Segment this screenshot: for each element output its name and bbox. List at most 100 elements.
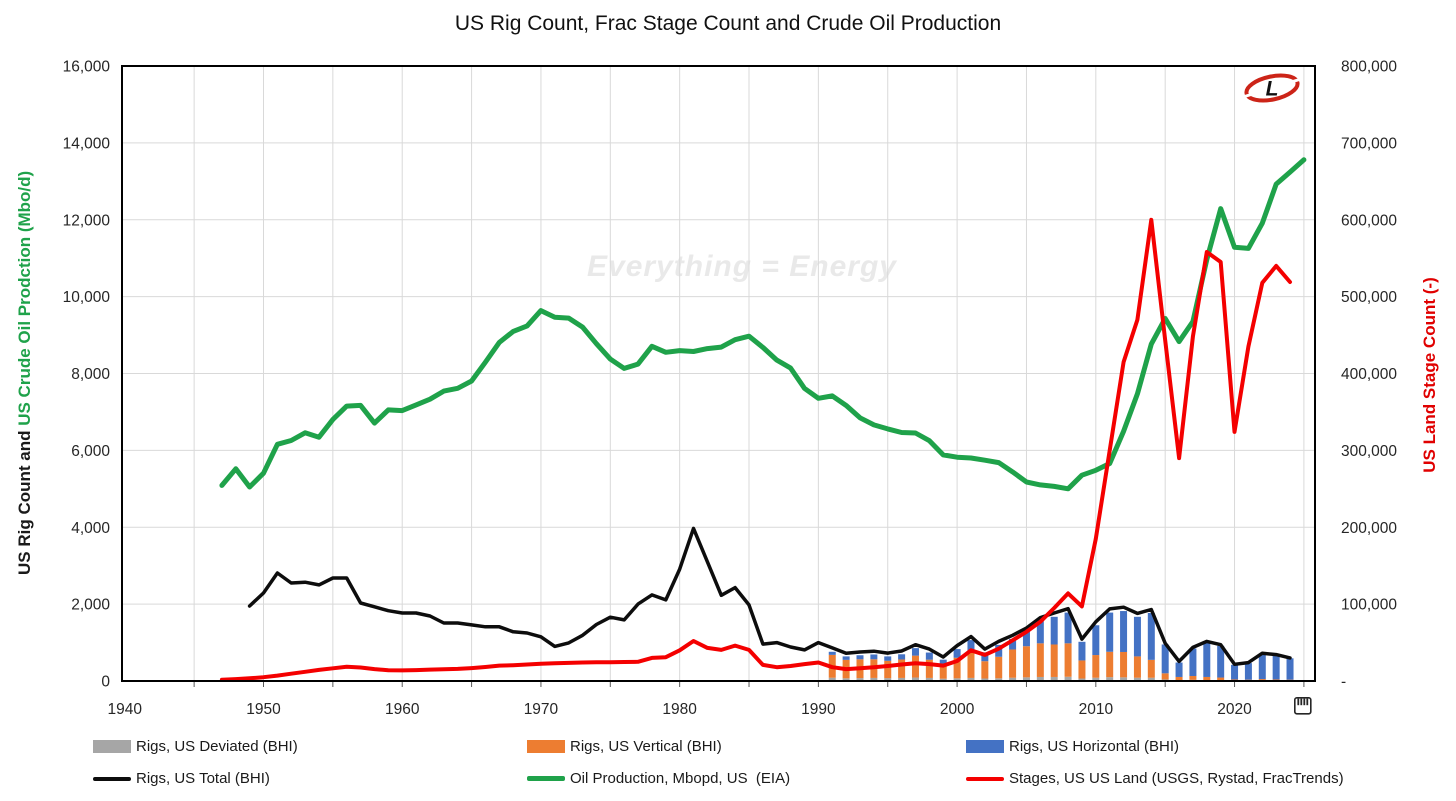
bar-segment-rigs-us-vertical-bhi- xyxy=(1258,679,1266,681)
legend-item-rigs-horizontal: Rigs, US Horizontal (BHI) xyxy=(966,738,1179,755)
brand-logo: L xyxy=(1242,73,1302,103)
legend-item-oil-production: Oil Production, Mbopd, US (EIA) xyxy=(527,770,790,787)
bar-segment-rigs-us-horizontal-bhi- xyxy=(1147,612,1155,660)
bar-segment-rigs-us-horizontal-bhi- xyxy=(1175,662,1183,677)
bar-segment-rigs-us-horizontal-bhi- xyxy=(1078,641,1086,661)
x-axis-tick-label: 1960 xyxy=(385,701,420,718)
bar-segment-rigs-us-deviated-bhi- xyxy=(1147,677,1155,681)
bar-segment-rigs-us-horizontal-bhi- xyxy=(1036,621,1044,644)
bar-segment-rigs-us-horizontal-bhi- xyxy=(870,654,878,660)
bar-segment-rigs-us-vertical-bhi- xyxy=(925,659,933,678)
bar-segment-rigs-us-vertical-bhi- xyxy=(1120,651,1128,678)
legend-item-stages: Stages, US US Land (USGS, Rystad, FracTr… xyxy=(966,770,1344,787)
bar-segment-rigs-us-deviated-bhi- xyxy=(884,678,892,681)
bar-segment-rigs-us-horizontal-bhi- xyxy=(1244,663,1252,680)
legend-item-rigs-deviated: Rigs, US Deviated (BHI) xyxy=(93,738,298,755)
bar-segment-rigs-us-vertical-bhi- xyxy=(1036,643,1044,677)
bar-segment-rigs-us-horizontal-bhi- xyxy=(953,649,961,658)
bar-segment-rigs-us-vertical-bhi- xyxy=(898,659,906,678)
bar-segment-rigs-us-vertical-bhi- xyxy=(995,656,1003,679)
logo-letter: L xyxy=(1266,78,1279,101)
bar-segment-rigs-us-horizontal-bhi- xyxy=(1050,616,1058,645)
bar-segment-rigs-us-vertical-bhi- xyxy=(884,660,892,679)
right-axis-tick-label: - xyxy=(1341,674,1346,691)
series-line-rigs-us-total-bhi- xyxy=(247,526,1292,667)
bar-segment-rigs-us-vertical-bhi- xyxy=(1106,651,1114,678)
left-axis-tick-label: 2,000 xyxy=(71,597,110,614)
bar-segment-rigs-us-horizontal-bhi- xyxy=(1064,612,1072,644)
plot-border xyxy=(121,65,1316,682)
bar-segment-rigs-us-horizontal-bhi- xyxy=(1272,655,1280,680)
right-axis-tick-label: 600,000 xyxy=(1341,212,1397,229)
x-axis-tick-label: 2010 xyxy=(1079,701,1114,718)
legend-item-rigs-total: Rigs, US Total (BHI) xyxy=(93,770,270,787)
total-line-swatch-icon xyxy=(93,776,131,781)
bar-segment-rigs-us-vertical-bhi- xyxy=(1161,673,1169,680)
bar-segment-rigs-us-deviated-bhi- xyxy=(1022,677,1030,681)
bar-segment-rigs-us-vertical-bhi- xyxy=(1009,649,1017,678)
left-axis-tick-label: 0 xyxy=(101,674,110,691)
bar-segment-rigs-us-horizontal-bhi- xyxy=(967,640,975,652)
bar-segment-rigs-us-vertical-bhi- xyxy=(953,657,961,679)
bar-segment-rigs-us-vertical-bhi- xyxy=(911,655,919,678)
bar-segment-rigs-us-vertical-bhi- xyxy=(1078,660,1086,679)
chart-title: US Rig Count, Frac Stage Count and Crude… xyxy=(454,12,1002,35)
bar-segment-rigs-us-horizontal-bhi- xyxy=(1161,644,1169,674)
right-axis-tick-label: 400,000 xyxy=(1341,366,1397,383)
bar-segment-rigs-us-deviated-bhi- xyxy=(898,677,906,681)
bar-segment-rigs-us-vertical-bhi- xyxy=(1092,655,1100,678)
bar-segment-rigs-us-horizontal-bhi- xyxy=(1106,612,1114,652)
right-axis-tick-label: 100,000 xyxy=(1341,597,1397,614)
bar-segment-rigs-us-deviated-bhi- xyxy=(953,678,961,681)
bar-segment-rigs-us-horizontal-bhi- xyxy=(1203,642,1211,677)
left-axis-tick-label: 14,000 xyxy=(63,135,111,152)
right-axis-tick-label: 800,000 xyxy=(1341,59,1397,76)
bar-segment-rigs-us-deviated-bhi- xyxy=(995,678,1003,681)
left-axis-tick-label: 8,000 xyxy=(71,366,110,383)
left-axis-tick-label: 10,000 xyxy=(63,289,111,306)
bar-segment-rigs-us-horizontal-bhi- xyxy=(1092,625,1100,656)
bar-segment-rigs-us-horizontal-bhi- xyxy=(911,648,919,656)
bar-segment-rigs-us-vertical-bhi- xyxy=(1147,659,1155,678)
bar-segment-rigs-us-vertical-bhi- xyxy=(1175,676,1183,681)
bar-segment-rigs-us-vertical-bhi- xyxy=(1133,656,1141,678)
bar-segment-rigs-us-deviated-bhi- xyxy=(828,677,836,681)
series-line-stages-us-us-land-usgs-rystad-fractrends- xyxy=(219,217,1292,682)
bar-segment-rigs-us-deviated-bhi- xyxy=(1036,676,1044,681)
legend-label: Rigs, US Vertical (BHI) xyxy=(570,738,722,755)
bar-segment-rigs-us-deviated-bhi- xyxy=(1092,677,1100,681)
bar-segment-rigs-us-horizontal-bhi- xyxy=(939,659,947,666)
x-axis-tick-label: 1990 xyxy=(801,701,836,718)
bar-segment-rigs-us-deviated-bhi- xyxy=(1064,676,1072,681)
x-axis-tick-label: 1940 xyxy=(108,701,143,718)
bar-segment-rigs-us-deviated-bhi- xyxy=(1078,678,1086,681)
x-axis-tick-label: 2020 xyxy=(1217,701,1252,718)
bar-segment-rigs-us-horizontal-bhi- xyxy=(925,652,933,660)
legend-label: Rigs, US Horizontal (BHI) xyxy=(1009,738,1180,755)
bar-segment-rigs-us-deviated-bhi- xyxy=(842,678,850,681)
bar-segment-rigs-us-vertical-bhi- xyxy=(981,661,989,679)
x-axis-tick-label: 1950 xyxy=(246,701,281,718)
right-axis-tick-label: 200,000 xyxy=(1341,520,1397,537)
bar-segment-rigs-us-horizontal-bhi- xyxy=(1133,616,1141,657)
legend-label: Rigs, US Total (BHI) xyxy=(136,770,270,787)
bar-segment-rigs-us-deviated-bhi- xyxy=(1120,677,1128,681)
bar-segment-rigs-us-vertical-bhi- xyxy=(967,651,975,678)
left-axis-tick-label: 12,000 xyxy=(63,212,111,229)
bar-segment-rigs-us-vertical-bhi- xyxy=(1022,646,1030,678)
watermark: Everything = Energy xyxy=(587,250,897,283)
bar-segment-rigs-us-horizontal-bhi- xyxy=(1022,631,1030,647)
legend-label: Rigs, US Deviated (BHI) xyxy=(136,738,298,755)
left-axis-tick-label: 4,000 xyxy=(71,520,110,537)
bar-segment-rigs-us-vertical-bhi- xyxy=(1217,677,1225,681)
series-line-oil-production-mbopd-us-eia- xyxy=(219,157,1307,492)
oil-line-swatch-icon xyxy=(527,776,565,781)
bar-segment-rigs-us-deviated-bhi- xyxy=(1133,677,1141,681)
bar-segment-rigs-us-deviated-bhi- xyxy=(856,678,864,681)
bar-segment-rigs-us-horizontal-bhi- xyxy=(898,654,906,660)
bar-segment-rigs-us-deviated-bhi- xyxy=(870,677,878,681)
bar-segment-rigs-us-deviated-bhi- xyxy=(981,678,989,681)
legend-item-rigs-vertical: Rigs, US Vertical (BHI) xyxy=(527,738,722,755)
calendar-flag-icon-box xyxy=(1294,697,1312,715)
